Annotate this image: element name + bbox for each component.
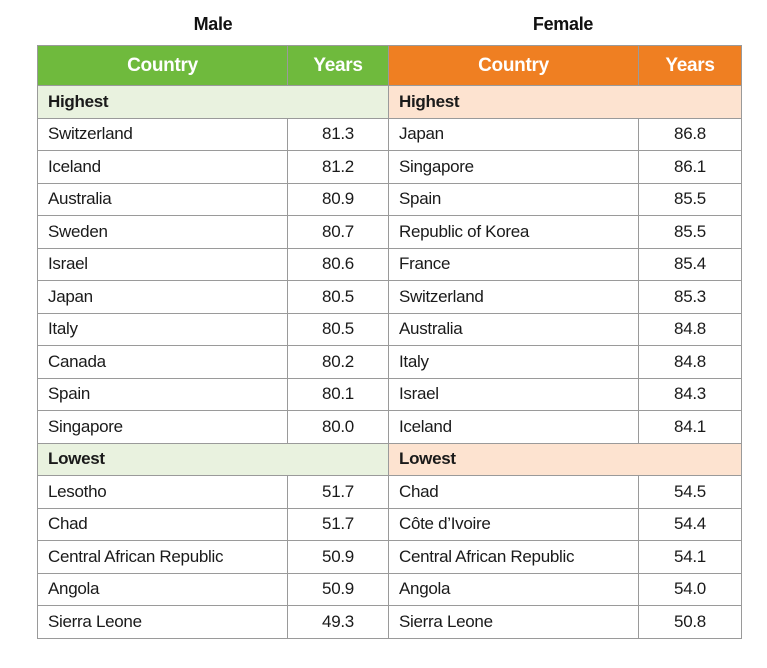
- section-row: Lowest Lowest: [37, 442, 742, 476]
- country-cell: Central African Republic: [37, 540, 288, 574]
- years-cell: 51.7: [287, 507, 389, 541]
- years-cell: 50.8: [638, 605, 742, 639]
- country-cell: Australia: [37, 182, 288, 216]
- data-row: Japan 80.5 Switzerland 85.3: [37, 280, 742, 314]
- country-cell: Sierra Leone: [37, 605, 288, 639]
- country-cell: Japan: [37, 280, 288, 314]
- section-label: Lowest: [37, 442, 389, 476]
- country-cell: Chad: [37, 507, 288, 541]
- years-cell: 80.5: [287, 312, 389, 346]
- country-cell: Chad: [388, 475, 639, 509]
- header-cell: Country: [37, 45, 288, 86]
- data-row: Italy 80.5 Australia 84.8: [37, 312, 742, 346]
- country-cell: Australia: [388, 312, 639, 346]
- header-cell: Years: [638, 45, 742, 86]
- country-cell: Switzerland: [37, 117, 288, 151]
- data-row: Central African Republic 50.9 Central Afri…: [37, 540, 742, 574]
- years-cell: 85.3: [638, 280, 742, 314]
- data-row: Chad 51.7 Côte d’Ivoire 54.4: [37, 507, 742, 541]
- country-cell: Spain: [37, 377, 288, 411]
- country-cell: Central African Republic: [388, 540, 639, 574]
- years-cell: 85.5: [638, 215, 742, 249]
- data-row: Israel 80.6 France 85.4: [37, 247, 742, 281]
- years-cell: 51.7: [287, 475, 389, 509]
- country-cell: Spain: [388, 182, 639, 216]
- data-row: Sweden 80.7 Republic of Korea 85.5: [37, 215, 742, 249]
- section-label: Lowest: [388, 442, 742, 476]
- country-cell: Israel: [37, 247, 288, 281]
- years-cell: 54.0: [638, 572, 742, 606]
- life-expectancy-table: Country Years Country Years Highest Highest S…: [37, 45, 742, 639]
- years-cell: 80.6: [287, 247, 389, 281]
- section-label: Highest: [388, 85, 742, 119]
- years-cell: 80.1: [287, 377, 389, 411]
- years-cell: 84.8: [638, 345, 742, 379]
- years-cell: 84.1: [638, 410, 742, 444]
- country-cell: France: [388, 247, 639, 281]
- data-row: Australia 80.9 Spain 85.5: [37, 182, 742, 216]
- data-row: Singapore 80.0 Iceland 84.1: [37, 410, 742, 444]
- country-cell: Japan: [388, 117, 639, 151]
- country-cell: Italy: [388, 345, 639, 379]
- country-cell: Switzerland: [388, 280, 639, 314]
- years-cell: 81.3: [287, 117, 389, 151]
- country-cell: Republic of Korea: [388, 215, 639, 249]
- years-cell: 85.5: [638, 182, 742, 216]
- country-cell: Lesotho: [37, 475, 288, 509]
- country-cell: Singapore: [388, 150, 639, 184]
- data-row: Sierra Leone 49.3 Sierra Leone 50.8: [37, 605, 742, 639]
- years-cell: 54.1: [638, 540, 742, 574]
- data-row: Iceland 81.2 Singapore 86.1: [37, 150, 742, 184]
- years-cell: 85.4: [638, 247, 742, 281]
- data-row: Lesotho 51.7 Chad 54.5: [37, 475, 742, 509]
- header-row: Country Years Country Years: [37, 45, 742, 86]
- data-row: Switzerland 81.3 Japan 86.8: [37, 117, 742, 151]
- country-cell: Canada: [37, 345, 288, 379]
- years-cell: 50.9: [287, 540, 389, 574]
- years-cell: 54.4: [638, 507, 742, 541]
- years-cell: 86.8: [638, 117, 742, 151]
- country-cell: Singapore: [37, 410, 288, 444]
- years-cell: 80.5: [287, 280, 389, 314]
- country-cell: Angola: [388, 572, 639, 606]
- data-row: Spain 80.1 Israel 84.3: [37, 377, 742, 411]
- years-cell: 50.9: [287, 572, 389, 606]
- years-cell: 80.2: [287, 345, 389, 379]
- years-cell: 80.9: [287, 182, 389, 216]
- data-row: Canada 80.2 Italy 84.8: [37, 345, 742, 379]
- country-cell: Côte d’Ivoire: [388, 507, 639, 541]
- male-title: Male: [193, 14, 233, 34]
- section-label: Highest: [37, 85, 389, 119]
- table-body: Highest Highest Switzerland 81.3 Japan 86.8 Ic…: [37, 85, 742, 639]
- years-cell: 84.8: [638, 312, 742, 346]
- female-title: Female: [532, 14, 594, 34]
- country-cell: Sierra Leone: [388, 605, 639, 639]
- years-cell: 81.2: [287, 150, 389, 184]
- years-cell: 80.7: [287, 215, 389, 249]
- country-cell: Israel: [388, 377, 639, 411]
- years-cell: 80.0: [287, 410, 389, 444]
- years-cell: 49.3: [287, 605, 389, 639]
- data-row: Angola 50.9 Angola 54.0: [37, 572, 742, 606]
- country-cell: Iceland: [37, 150, 288, 184]
- country-cell: Italy: [37, 312, 288, 346]
- header-cell: Years: [287, 45, 389, 86]
- header-cell: Country: [388, 45, 639, 86]
- country-cell: Sweden: [37, 215, 288, 249]
- country-cell: Iceland: [388, 410, 639, 444]
- country-cell: Angola: [37, 572, 288, 606]
- years-cell: 84.3: [638, 377, 742, 411]
- section-row: Highest Highest: [37, 85, 742, 119]
- years-cell: 86.1: [638, 150, 742, 184]
- years-cell: 54.5: [638, 475, 742, 509]
